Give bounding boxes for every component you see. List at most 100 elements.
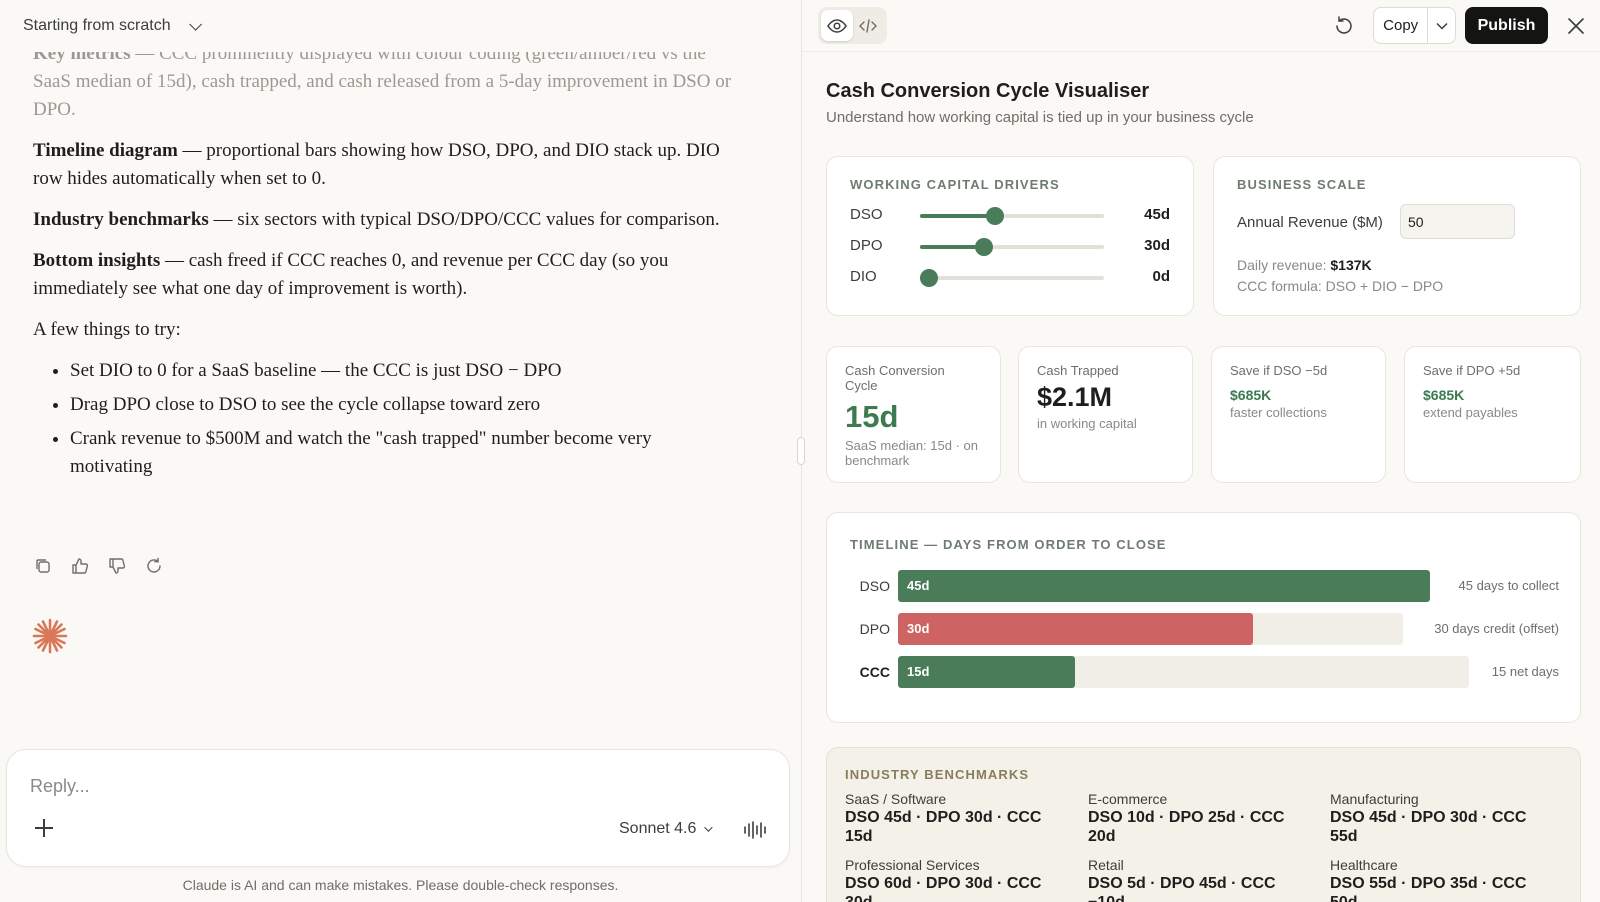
paragraph-heading: Timeline diagram (33, 140, 178, 161)
kpi-title: Cash Trapped (1037, 363, 1119, 378)
paragraph-text: — CCC prominently displayed with colour … (33, 43, 732, 120)
timeline-row-label: DSO (859, 578, 890, 594)
benchmark-item: E-commerce DSO 10d · DPO 25d · CCC 20d (1088, 791, 1303, 846)
refresh-icon[interactable] (1333, 15, 1355, 37)
timeline-track: 15d (898, 656, 1469, 688)
kpi-subtext: in working capital (1037, 416, 1137, 431)
revenue-label: Annual Revenue ($M) (1237, 214, 1383, 231)
slider-thumb[interactable] (920, 269, 939, 287)
timeline-row-label: DPO (859, 621, 890, 637)
slider-label: DIO (850, 268, 877, 285)
thumbs-up-icon[interactable] (70, 556, 90, 576)
timeline-note: 30 days credit (offset) (1434, 621, 1559, 636)
model-name: Sonnet 4.6 (619, 820, 697, 837)
reply-composer[interactable]: Reply... Sonnet 4.6 (6, 749, 790, 867)
retry-icon[interactable] (144, 556, 164, 576)
ccc-formula: CCC formula: DSO + DIO − DPO (1237, 278, 1444, 294)
timeline-track: 45d (898, 570, 1430, 602)
timeline-note: 15 net days (1491, 664, 1559, 679)
benchmark-values: DSO 5d · DPO 45d · CCC −10d (1088, 875, 1276, 902)
benchmarks-card: INDUSTRY BENCHMARKS SaaS / Software DSO … (826, 747, 1581, 902)
voice-icon[interactable] (742, 820, 770, 840)
kpi-subtext: faster collections (1230, 405, 1327, 420)
benchmark-values: DSO 60d · DPO 30d · CCC 30d (845, 875, 1042, 902)
slider-value: 30d (1144, 237, 1170, 254)
kpi-title: Save if DPO +5d (1423, 363, 1521, 378)
view-toggle (818, 7, 887, 44)
dso-slider-row: DSO 45d (850, 204, 1170, 226)
chat-header: Starting from scratch (0, 0, 801, 52)
copy-button[interactable]: Copy (1374, 8, 1429, 43)
code-icon[interactable] (853, 10, 885, 41)
dio-slider[interactable] (920, 269, 1104, 287)
timeline-row-label: CCC (859, 664, 890, 680)
copy-icon[interactable] (33, 556, 53, 576)
slider-value: 0d (1152, 268, 1170, 285)
artifact-toolbar: Copy Publish (802, 0, 1600, 52)
benchmark-values: DSO 45d · DPO 30d · CCC 55d (1330, 809, 1527, 845)
paragraph-heading: Industry benchmarks (33, 209, 209, 230)
message-paragraph: Timeline diagram — proportional bars sho… (33, 137, 733, 193)
kpi-title: Cash Conversion Cycle (845, 363, 945, 393)
timeline-row-dso: DSO 45d 45 days to collect (827, 570, 1582, 602)
timeline-bar: 15d (898, 656, 1075, 688)
list-item: Set DIO to 0 for a SaaS baseline — the C… (70, 357, 733, 385)
dpo-slider[interactable] (920, 238, 1104, 256)
message-paragraph: A few things to try: (33, 319, 181, 340)
kpi-value: 15d (845, 399, 899, 434)
dio-slider-row: DIO 0d (850, 266, 1170, 288)
timeline-card: TIMELINE — DAYS FROM ORDER TO CLOSE DSO … (826, 512, 1581, 723)
dpo-savings-kpi-card: Save if DPO +5d $685K extend payables (1404, 346, 1581, 483)
chevron-down-icon (1436, 22, 1448, 30)
model-selector[interactable]: Sonnet 4.6 (619, 820, 714, 838)
publish-button[interactable]: Publish (1465, 7, 1548, 44)
copy-options-button[interactable] (1428, 8, 1455, 43)
card-label: TIMELINE — DAYS FROM ORDER TO CLOSE (850, 537, 1167, 552)
timeline-track: 30d (898, 613, 1403, 645)
list-item: Crank revenue to $500M and watch the "ca… (70, 425, 733, 481)
card-label: WORKING CAPITAL DRIVERS (850, 177, 1060, 192)
kpi-value: $685K (1230, 387, 1272, 403)
chevron-down-icon[interactable] (188, 17, 202, 31)
page-title: Cash Conversion Cycle Visualiser (826, 80, 1150, 102)
list-item: Drag DPO close to DSO to see the cycle c… (70, 391, 733, 419)
timeline-bar: 45d (898, 570, 1430, 602)
benchmark-item: Manufacturing DSO 45d · DPO 30d · CCC 55… (1330, 791, 1545, 846)
close-icon[interactable] (1566, 16, 1586, 36)
add-attachment-button[interactable] (33, 817, 55, 839)
daily-revenue-label: Daily revenue: (1237, 257, 1331, 273)
card-label: BUSINESS SCALE (1237, 177, 1367, 192)
artifact-app: Cash Conversion Cycle Visualiser Underst… (802, 52, 1600, 902)
daily-revenue-value: $137K (1330, 257, 1372, 273)
reply-input[interactable]: Reply... (30, 776, 90, 796)
eye-icon[interactable] (821, 10, 853, 41)
assistant-message: Key metrics — CCC prominently displayed … (33, 40, 733, 487)
dso-slider[interactable] (920, 207, 1104, 225)
pane-resize-handle[interactable] (797, 437, 805, 465)
artifact-pane: Copy Publish Cash Conversion Cycle Visua… (801, 0, 1600, 902)
benchmark-name: Professional Services (845, 857, 980, 873)
disclaimer: Claude is AI and can make mistakes. Plea… (182, 877, 619, 893)
kpi-value: $685K (1423, 387, 1465, 403)
slider-thumb[interactable] (975, 238, 994, 256)
benchmark-name: Retail (1088, 857, 1124, 873)
chat-pane: Starting from scratch Key metrics — CCC … (0, 0, 801, 902)
message-paragraph: Industry benchmarks — six sectors with t… (33, 206, 733, 234)
slider-label: DPO (850, 237, 883, 254)
benchmark-item: Professional Services DSO 60d · DPO 30d … (845, 857, 1060, 902)
timeline-row-dpo: DPO 30d 30 days credit (offset) (827, 613, 1582, 645)
slider-thumb[interactable] (986, 207, 1005, 225)
thumbs-down-icon[interactable] (107, 556, 127, 576)
message-paragraph: Key metrics — CCC prominently displayed … (33, 40, 733, 124)
chevron-down-icon (704, 823, 714, 832)
chat-title[interactable]: Starting from scratch (23, 17, 171, 34)
slider-label: DSO (850, 206, 883, 223)
message-actions (33, 556, 164, 576)
benchmark-name: E-commerce (1088, 791, 1168, 807)
paragraph-heading: Bottom insights (33, 250, 161, 271)
paragraph-text: — cash freed if CCC reaches 0, and reven… (33, 250, 669, 299)
business-scale-card: BUSINESS SCALE Annual Revenue ($M) Daily… (1213, 156, 1581, 316)
ccc-kpi-card: Cash Conversion Cycle 15d SaaS median: 1… (826, 346, 1001, 483)
slider-fill (920, 214, 996, 218)
annual-revenue-input[interactable] (1400, 204, 1515, 239)
